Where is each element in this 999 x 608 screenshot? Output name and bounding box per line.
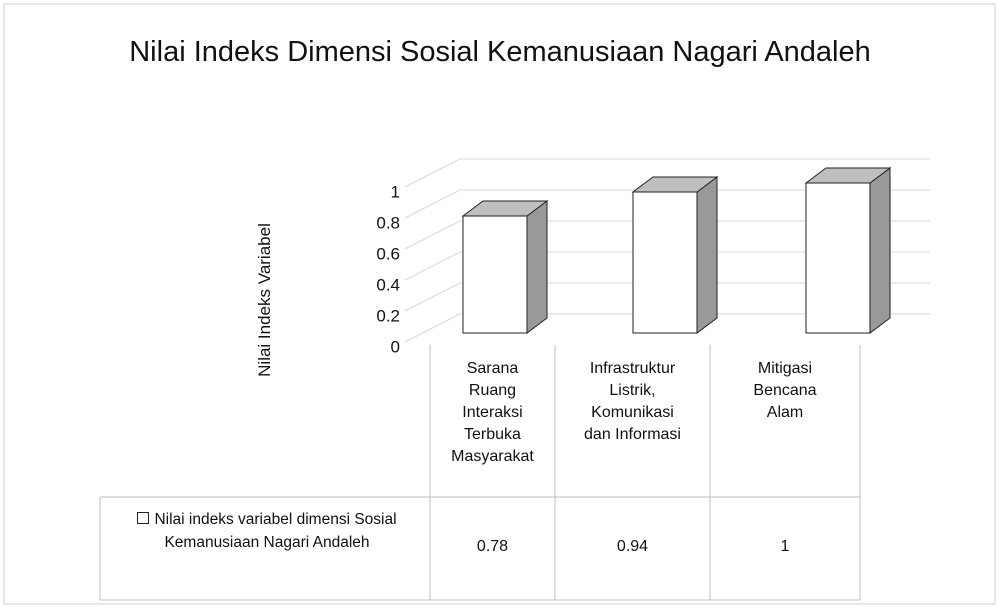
bar-side [526,200,548,334]
grid-line [404,189,461,219]
y-tick-label: 0 [391,337,400,356]
y-tick-label: 0.6 [376,244,400,263]
x-tick-label: Sarana Ruang Interaksi Terbuka Masyaraka… [451,360,534,465]
bar [632,191,698,334]
grid-line [404,313,461,343]
x-tick-label: Infrastruktur Listrik, Komunikasi dan In… [584,360,681,443]
bar-side [696,176,718,334]
legend-label: Nilai indeks variabel dimensi Sosial Kem… [154,511,397,551]
y-tick-label: 0.4 [376,275,400,294]
grid-line [404,251,461,281]
y-tick-label: 0.8 [376,213,400,232]
y-tick-label: 1 [391,182,400,201]
table-value: 1 [780,538,790,555]
grid-line [404,282,461,312]
series-name: Nilai indeks variabel dimensi Sosial Kem… [112,508,422,554]
chart-title: Nilai Indeks Dimensi Sosial Kemanusiaan … [129,36,871,68]
grid-line [404,158,461,188]
chart-border [3,3,996,605]
y-tick-label: 0.2 [376,306,400,325]
bar [805,182,871,334]
grid-line [404,220,461,250]
legend-key [137,512,150,524]
table-value: 0.94 [616,538,649,555]
x-tick-label: Mitigasi Bencana Alam [753,360,817,421]
table-value: 0.78 [476,538,509,555]
y-axis-title: Nilai Indeks Variabel [255,223,274,377]
bar [462,215,528,334]
bar-side [869,167,891,334]
